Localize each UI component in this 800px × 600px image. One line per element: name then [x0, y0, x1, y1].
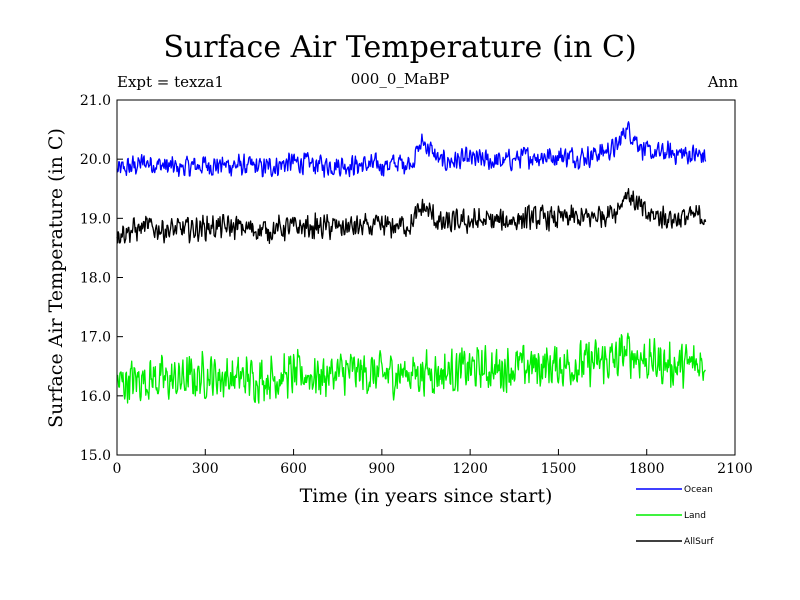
x-tick-label: 600	[280, 461, 307, 477]
y-tick-label: 20.0	[80, 152, 111, 168]
season-label: Ann	[707, 73, 738, 91]
y-tick-label: 17.0	[80, 330, 111, 346]
y-tick-label: 18.0	[80, 271, 111, 287]
legend-label-allsurf: AllSurf	[684, 537, 714, 547]
y-axis-label: Surface Air Temperature (in C)	[45, 128, 67, 428]
experiment-label: Expt = texza1	[117, 73, 224, 91]
x-tick-label: 1200	[452, 461, 488, 477]
x-tick-label: 900	[368, 461, 395, 477]
x-tick-label: 1800	[629, 461, 665, 477]
x-tick-label: 2100	[717, 461, 753, 477]
x-tick-label: 1500	[541, 461, 577, 477]
legend-label-land: Land	[684, 511, 706, 521]
y-tick-label: 19.0	[80, 211, 111, 227]
series-line-ocean	[116, 121, 707, 178]
ticks-layer: 0 300 600 900 1200 1500 1800 2100 15.0 16.0 17.0 18…	[80, 93, 753, 477]
series-line-land	[116, 332, 706, 404]
period-label: 000_0_MaBP	[350, 70, 450, 88]
x-axis-label: Time (in years since start)	[300, 485, 553, 507]
y-tick-label: 16.0	[80, 389, 111, 405]
x-tick-label: 300	[192, 461, 219, 477]
series-line-allsurf	[116, 188, 707, 245]
y-tick-label: 15.0	[80, 448, 111, 464]
chart-title: Surface Air Temperature (in C)	[163, 30, 637, 65]
legend-label-ocean: Ocean	[684, 485, 713, 495]
series-layer	[116, 121, 707, 404]
legend: Ocean Land AllSurf	[636, 485, 714, 547]
x-tick-label: 0	[113, 461, 122, 477]
y-tick-label: 21.0	[80, 93, 111, 109]
